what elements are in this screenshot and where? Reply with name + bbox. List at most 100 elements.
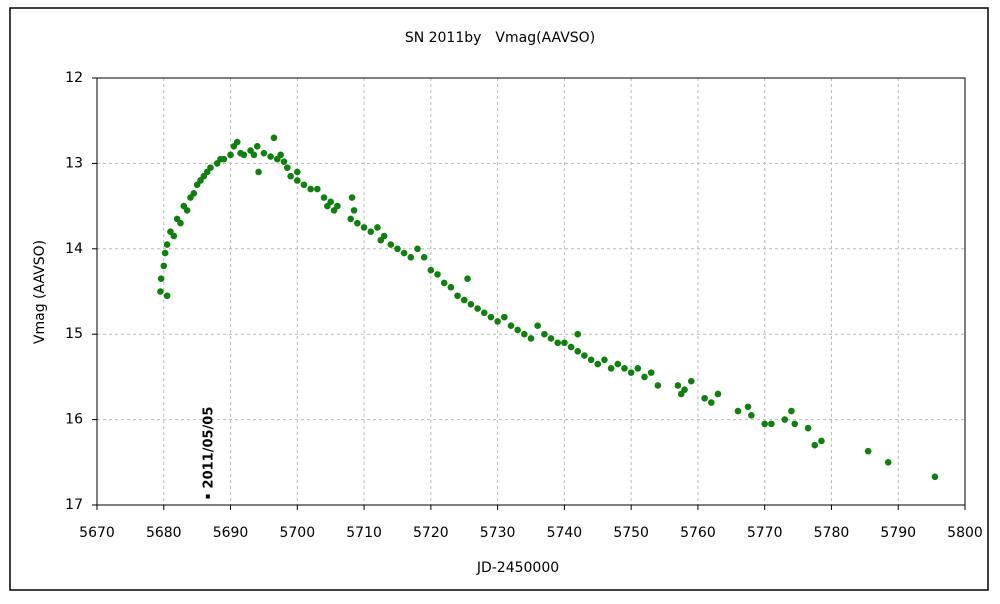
point [621,365,628,372]
point [260,149,268,157]
x-tick-label: 5750 [613,525,649,541]
point [157,275,165,282]
point [487,313,495,321]
point [594,360,602,368]
x-tick-label: 5780 [814,525,850,541]
point [400,249,408,257]
point [654,382,662,389]
point [811,441,819,449]
point [714,390,722,398]
point [427,266,435,274]
y-tick-label: 13 [65,155,83,171]
point [884,459,892,466]
point [250,151,258,159]
point [255,168,262,176]
point [804,424,812,432]
point [207,164,214,171]
point [183,207,191,214]
point [367,228,375,236]
point [734,407,742,415]
point [177,219,184,227]
x-tick-label: 5730 [480,525,516,541]
x-tick-label: 5800 [947,525,983,541]
point [567,343,575,351]
point [818,437,825,445]
point [327,198,334,206]
point [554,339,562,347]
point [514,326,521,334]
point [781,416,789,423]
point [467,301,475,308]
x-tick-label: 5740 [547,525,583,541]
point [294,177,301,184]
point [280,158,288,165]
point [634,365,642,372]
annotation-text: 2011/05/05 [201,407,216,489]
point [354,219,361,227]
x-tick-label: 5680 [146,525,182,541]
point [521,330,528,338]
x-tick-label: 5720 [413,525,449,541]
point [500,313,508,321]
point [761,420,768,428]
point [460,296,468,304]
point [791,420,799,428]
point [220,155,228,163]
point [227,151,234,159]
x-tick-label: 5770 [747,525,783,541]
point [748,412,755,419]
point [253,143,261,150]
point [707,399,715,406]
point [687,377,695,385]
point [681,386,688,394]
point [674,382,682,389]
point [447,283,455,291]
point [360,224,368,231]
point [283,164,291,171]
point [527,335,535,342]
point [277,151,284,159]
point [931,473,939,481]
point [561,339,568,347]
point [414,245,421,253]
point [534,322,541,329]
point [294,168,301,176]
point [864,447,872,455]
point [387,241,395,248]
point [494,318,501,325]
y-tick-label: 14 [65,241,83,257]
point [190,189,198,197]
point [434,271,441,278]
y-tick-label: 15 [65,326,83,342]
plot-frame [96,77,966,506]
point [161,249,169,257]
point [170,232,178,240]
point [407,254,415,261]
point [347,215,355,223]
point [334,202,341,210]
point [701,394,708,402]
point [420,254,428,261]
point [788,407,795,415]
point [300,181,308,189]
point [314,185,321,193]
point [348,194,356,201]
point [270,134,278,142]
point [440,279,448,287]
point [614,360,622,368]
y-axis-label: Vmag (AAVSO) [32,240,48,344]
point [587,356,595,364]
x-tick-label: 5710 [346,525,382,541]
x-tick-label: 5760 [680,525,716,541]
point [507,322,515,329]
point [744,403,752,411]
point [394,245,401,253]
point [641,373,648,381]
point [287,172,294,180]
x-tick-label: 5700 [279,525,315,541]
point [480,309,488,317]
point [157,288,164,295]
point [240,151,248,159]
point [380,232,388,240]
